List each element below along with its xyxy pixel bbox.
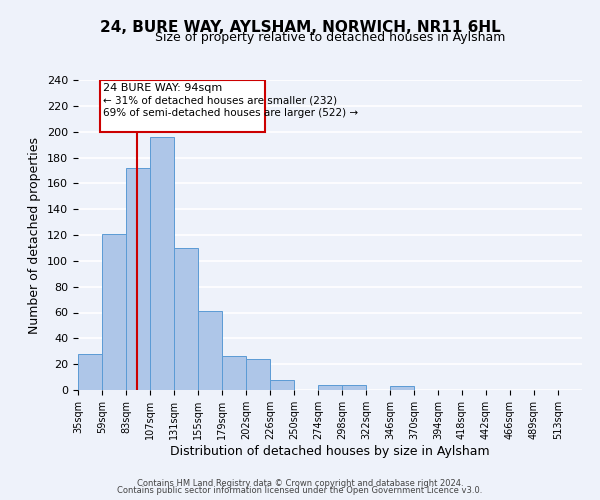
Bar — [126, 168, 150, 390]
Bar — [150, 137, 174, 390]
Bar — [174, 248, 198, 390]
Bar — [198, 311, 222, 390]
Text: Contains HM Land Registry data © Crown copyright and database right 2024.: Contains HM Land Registry data © Crown c… — [137, 478, 463, 488]
Bar — [222, 356, 246, 390]
Bar — [390, 386, 414, 390]
Bar — [318, 385, 342, 390]
X-axis label: Distribution of detached houses by size in Aylsham: Distribution of detached houses by size … — [170, 444, 490, 458]
Bar — [100, 80, 265, 132]
Text: ← 31% of detached houses are smaller (232): ← 31% of detached houses are smaller (23… — [103, 96, 337, 106]
Text: Contains public sector information licensed under the Open Government Licence v3: Contains public sector information licen… — [118, 486, 482, 495]
Bar — [102, 234, 126, 390]
Text: 24, BURE WAY, AYLSHAM, NORWICH, NR11 6HL: 24, BURE WAY, AYLSHAM, NORWICH, NR11 6HL — [100, 20, 500, 35]
Text: 24 BURE WAY: 94sqm: 24 BURE WAY: 94sqm — [103, 82, 222, 92]
Title: Size of property relative to detached houses in Aylsham: Size of property relative to detached ho… — [155, 31, 505, 44]
Text: 69% of semi-detached houses are larger (522) →: 69% of semi-detached houses are larger (… — [103, 108, 358, 118]
Bar — [270, 380, 294, 390]
Bar — [246, 359, 270, 390]
Bar — [342, 385, 366, 390]
Y-axis label: Number of detached properties: Number of detached properties — [28, 136, 41, 334]
Bar — [78, 354, 102, 390]
